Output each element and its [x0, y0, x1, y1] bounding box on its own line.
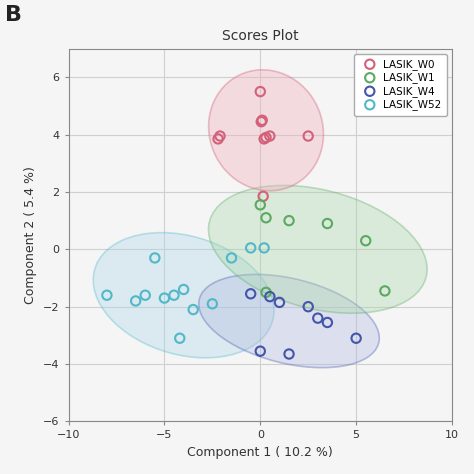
- LASIK_W0: [258, 117, 266, 124]
- LASIK_W0: [262, 134, 270, 141]
- LASIK_W52: [180, 286, 187, 293]
- LASIK_W4: [324, 319, 331, 326]
- LASIK_W52: [170, 292, 178, 299]
- LASIK_W1: [362, 237, 370, 245]
- LASIK_W0: [266, 132, 273, 140]
- LASIK_W0: [260, 135, 268, 143]
- LASIK_W4: [276, 299, 283, 306]
- Text: B: B: [5, 5, 22, 25]
- LASIK_W52: [260, 244, 268, 252]
- LASIK_W1: [381, 287, 389, 295]
- LASIK_W52: [103, 292, 111, 299]
- Y-axis label: Component 2 ( 5.4 %): Component 2 ( 5.4 %): [25, 166, 37, 304]
- LASIK_W0: [256, 88, 264, 95]
- LASIK_W52: [161, 294, 168, 302]
- LASIK_W52: [247, 244, 255, 252]
- LASIK_W52: [190, 306, 197, 313]
- LASIK_W0: [214, 135, 222, 143]
- LASIK_W4: [266, 293, 273, 301]
- Legend: LASIK_W0, LASIK_W1, LASIK_W4, LASIK_W52: LASIK_W0, LASIK_W1, LASIK_W4, LASIK_W52: [354, 54, 447, 116]
- LASIK_W1: [262, 289, 270, 296]
- LASIK_W52: [132, 297, 139, 305]
- LASIK_W4: [256, 347, 264, 355]
- LASIK_W4: [247, 290, 255, 298]
- X-axis label: Component 1 ( 10.2 %): Component 1 ( 10.2 %): [187, 446, 333, 459]
- Ellipse shape: [93, 233, 274, 358]
- LASIK_W0: [216, 132, 224, 140]
- LASIK_W52: [151, 254, 159, 262]
- LASIK_W4: [285, 350, 293, 358]
- LASIK_W52: [228, 254, 235, 262]
- LASIK_W1: [262, 214, 270, 221]
- LASIK_W4: [352, 335, 360, 342]
- LASIK_W0: [259, 192, 267, 200]
- LASIK_W1: [256, 201, 264, 209]
- LASIK_W0: [257, 118, 265, 126]
- Ellipse shape: [199, 274, 379, 368]
- LASIK_W52: [209, 300, 216, 308]
- LASIK_W4: [304, 303, 312, 310]
- LASIK_W52: [176, 335, 183, 342]
- LASIK_W1: [285, 217, 293, 224]
- Ellipse shape: [209, 70, 323, 191]
- LASIK_W4: [314, 314, 321, 322]
- Title: Scores Plot: Scores Plot: [222, 29, 299, 43]
- LASIK_W52: [141, 292, 149, 299]
- LASIK_W0: [304, 132, 312, 140]
- LASIK_W1: [324, 220, 331, 228]
- Ellipse shape: [209, 185, 427, 313]
